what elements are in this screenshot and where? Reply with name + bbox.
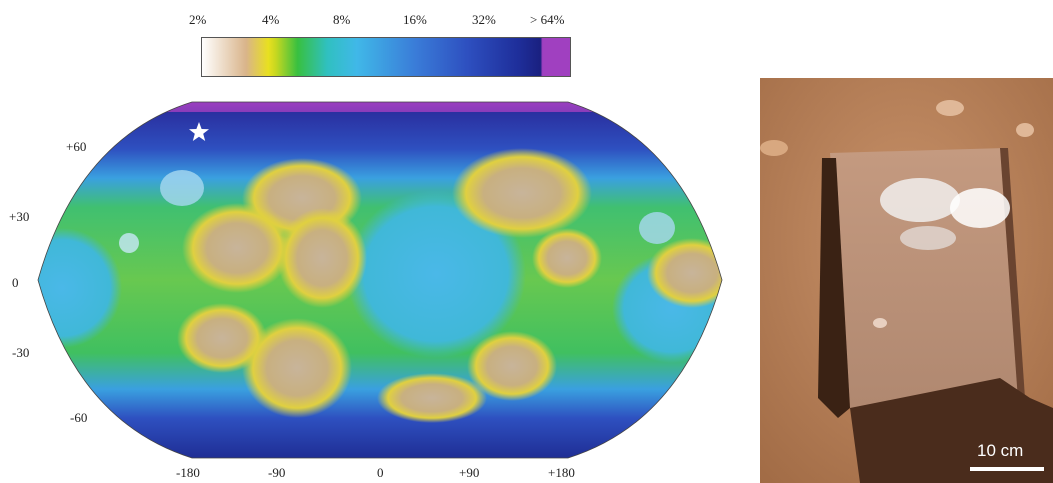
lon-label: -180 bbox=[176, 465, 200, 480]
colorbar-tick: 8% bbox=[333, 12, 351, 27]
colorbar-tick: 32% bbox=[472, 12, 496, 27]
trench-photo bbox=[760, 78, 1053, 483]
scale-bar bbox=[970, 467, 1044, 471]
lon-label: +180 bbox=[548, 465, 575, 480]
lat-label: -30 bbox=[12, 345, 30, 360]
lon-label: -90 bbox=[268, 465, 286, 480]
lat-label: -60 bbox=[70, 410, 88, 425]
colorbar-tick: 4% bbox=[262, 12, 280, 27]
lon-label: +90 bbox=[459, 465, 480, 480]
colorbar-tick: 2% bbox=[189, 12, 207, 27]
lat-label: 0 bbox=[12, 275, 19, 290]
star-icon bbox=[189, 122, 209, 141]
colorbar bbox=[201, 37, 571, 77]
colorbar-tick: > 64% bbox=[530, 12, 565, 27]
colorbar-tick: 16% bbox=[403, 12, 427, 27]
lat-label: +30 bbox=[9, 209, 30, 224]
scale-bar-label: 10 cm bbox=[977, 441, 1024, 460]
lat-label: +60 bbox=[66, 139, 87, 154]
mars-water-map bbox=[37, 101, 723, 459]
lon-label: 0 bbox=[377, 465, 384, 480]
